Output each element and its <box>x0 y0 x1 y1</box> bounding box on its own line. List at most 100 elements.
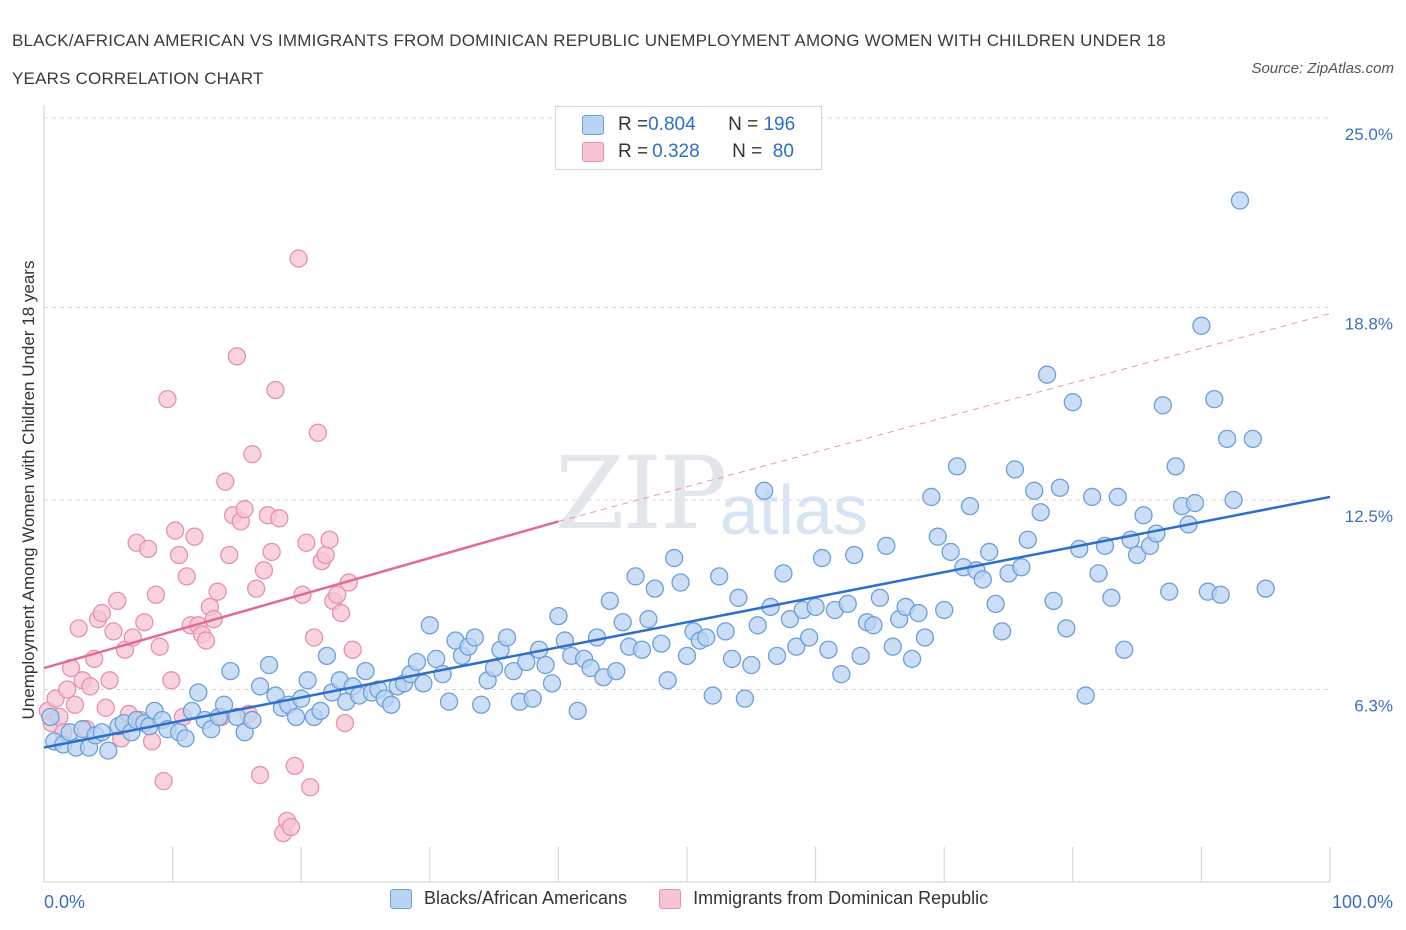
pink-point <box>69 619 88 638</box>
blue-point <box>523 689 542 708</box>
blue-point <box>414 674 433 693</box>
blue-point <box>992 622 1012 641</box>
pink-point <box>108 591 127 610</box>
blue-point <box>710 567 729 586</box>
blue-point <box>902 649 922 669</box>
pink-point <box>150 637 169 656</box>
pink-trend-extension <box>558 313 1331 522</box>
blue-point <box>806 597 825 617</box>
blue-point <box>1211 585 1230 604</box>
pink-point <box>220 545 239 565</box>
pink-point <box>158 390 177 409</box>
pink-legend-swatch <box>659 888 682 909</box>
blue-point <box>819 640 838 659</box>
pink-point <box>216 472 235 491</box>
pink-point <box>289 249 308 268</box>
blue-point <box>1217 429 1237 449</box>
pink-point <box>177 567 196 586</box>
pink-point <box>266 380 285 400</box>
pink-point <box>96 698 115 717</box>
y-tick-label: 6.3% <box>1354 696 1393 715</box>
y-tick-label: 25.0% <box>1345 125 1393 144</box>
blue-point <box>189 683 208 702</box>
blue-point <box>298 671 317 690</box>
pink-point <box>169 545 189 565</box>
blue-point <box>883 637 902 656</box>
blue-point <box>652 634 671 653</box>
blue-point <box>697 628 716 647</box>
pink-point <box>227 347 247 366</box>
pink-point <box>262 542 281 562</box>
x-tick-label: 100.0% <box>1332 892 1393 912</box>
blue-point <box>909 603 928 623</box>
blue-legend-label: Blacks/African Americans <box>424 888 628 908</box>
blue-point <box>832 665 851 684</box>
blue-point <box>1063 393 1082 412</box>
legend-n-label: N = <box>732 141 768 162</box>
blue-point <box>568 701 587 721</box>
pink-point <box>104 622 123 641</box>
blue-point <box>1082 487 1102 507</box>
blue-point <box>703 686 722 705</box>
blue-point <box>1192 316 1211 335</box>
legend-row-blue: R = 0.804 N = 196 <box>582 112 795 138</box>
blue-point <box>1224 490 1243 510</box>
pink-point <box>328 585 347 604</box>
blue-point <box>632 640 652 659</box>
blue-point <box>877 536 896 555</box>
legend-n-label: N = <box>728 114 764 135</box>
blue-point <box>243 710 262 730</box>
pink-point <box>166 521 185 540</box>
blue-point <box>1076 686 1095 705</box>
pink-point <box>247 579 266 598</box>
blue-point <box>980 542 999 562</box>
pink-point <box>65 695 85 714</box>
y-tick-label: 12.5% <box>1345 507 1393 526</box>
pink-point <box>208 582 227 601</box>
blue-point <box>1147 524 1166 543</box>
series-legend: Blacks/African Americans Immigrants from… <box>390 888 988 909</box>
pink-trend-line <box>43 520 559 670</box>
blue-point <box>221 661 240 681</box>
pink-point <box>304 628 324 647</box>
blue-point <box>1185 493 1205 513</box>
blue-point <box>1166 457 1185 476</box>
blue-point <box>581 658 600 678</box>
pink-point <box>254 561 274 580</box>
pink-point <box>281 817 301 837</box>
blue-point <box>41 707 60 727</box>
pink-point <box>196 631 216 650</box>
blue-trend-line <box>43 495 1331 749</box>
blue-point <box>645 579 664 598</box>
blue-point <box>722 649 742 669</box>
blue-point <box>1057 619 1076 638</box>
blue-point <box>1031 503 1050 522</box>
blue-point <box>1205 390 1224 409</box>
blue-point <box>1102 588 1121 607</box>
blue-point <box>851 646 870 666</box>
blue-point <box>600 591 619 610</box>
blue-legend-swatch <box>390 888 412 909</box>
pink-point <box>146 585 166 604</box>
blue-point <box>735 689 755 708</box>
blue-point <box>1108 487 1127 507</box>
legend-row-pink: R = 0.328 N = 80 <box>582 139 794 165</box>
blue-point <box>870 588 890 607</box>
pink-point <box>162 671 181 690</box>
blue-point <box>960 496 980 516</box>
blue-point <box>838 594 857 614</box>
blue-point <box>356 661 375 681</box>
blue-point <box>504 661 523 681</box>
blue-point <box>928 527 947 546</box>
pink-point <box>139 539 158 559</box>
legend-n-value: 80 <box>767 141 794 162</box>
pink-point <box>297 533 316 552</box>
x-tick-label: 0.0% <box>44 892 85 912</box>
blue-point <box>1230 191 1250 210</box>
pink-point <box>335 713 355 733</box>
blue-point <box>259 655 279 675</box>
blue-point <box>250 677 270 696</box>
blue-point <box>542 674 562 693</box>
blue-point <box>549 606 568 626</box>
blue-point <box>864 616 883 635</box>
